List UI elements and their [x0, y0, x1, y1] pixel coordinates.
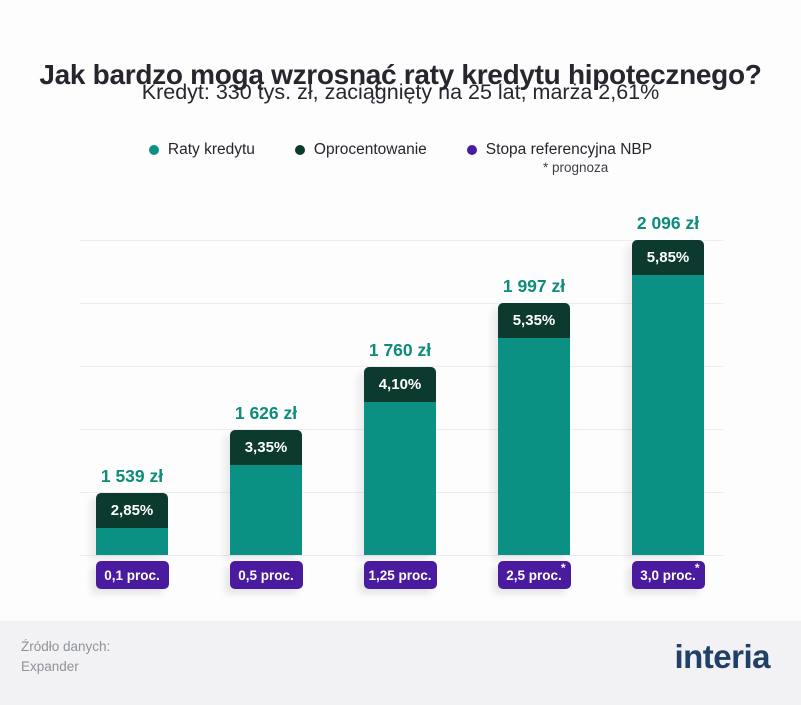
gridline — [80, 555, 723, 556]
bar: 5,85% — [632, 240, 704, 555]
legend-dot-icon — [466, 145, 477, 155]
bar-rate-label: 3,35% — [244, 439, 288, 456]
bar-rate-label: 5,85% — [646, 249, 690, 266]
bar-value-label: 1 539 zł — [100, 466, 164, 486]
data-source: Źródło danych: Expander — [21, 637, 110, 676]
bar: 3,35% — [230, 430, 302, 555]
bar-value-label: 2 096 zł — [636, 213, 700, 233]
bar-payment-segment — [498, 338, 570, 555]
nbp-rate-badge: 3,0 proc. * — [631, 561, 705, 589]
bar: 5,35% — [498, 303, 570, 555]
forecast-asterisk: * — [694, 561, 700, 575]
bar: 2,85% — [96, 493, 168, 555]
bar-rate-cap: 4,10% — [364, 367, 436, 402]
bar-payment-segment — [632, 275, 704, 555]
interia-logo: interia — [674, 638, 770, 675]
source-name: Expander — [21, 658, 79, 674]
forecast-asterisk: * — [560, 561, 566, 575]
gridline — [80, 240, 723, 241]
bar-rate-cap: 2,85% — [96, 493, 168, 528]
bar-rate-cap: 5,35% — [498, 303, 570, 338]
page-subtitle: Kredyt: 330 tys. zł, zaciągnięty na 25 l… — [141, 80, 660, 104]
bar-value-label: 1 760 zł — [368, 340, 432, 360]
legend-dot-icon — [294, 145, 305, 155]
source-label: Źródło danych: — [21, 639, 111, 654]
footer: Źródło danych: Expander interia — [0, 621, 801, 705]
bar-value-label: 1 626 zł — [234, 403, 298, 423]
nbp-rate-badge: 0,1 proc. — [95, 561, 169, 589]
nbp-rate-label: 1,25 proc. — [368, 567, 432, 583]
legend-item-label: Stopa referencyjna NBP — [485, 141, 653, 158]
legend: Raty kredytu Oprocentowanie Stopa referenc… — [0, 141, 801, 159]
legend-item: Oprocentowanie — [294, 141, 427, 159]
bar-rate-label: 2,85% — [110, 502, 154, 519]
nbp-rate-label: 3,0 proc. — [640, 567, 696, 583]
nbp-rate-badge: 2,5 proc. * — [497, 561, 571, 589]
legend-item-label: Oprocentowanie — [313, 141, 427, 158]
page-title: Jak bardzo mogą wzrosnąć raty kredytu hi… — [39, 58, 762, 90]
legend-item: Stopa referencyjna NBP — [466, 141, 653, 159]
bar-payment-segment — [364, 402, 436, 555]
legend-dot-icon — [148, 145, 159, 155]
bar-value-label: 1 997 zł — [502, 276, 566, 296]
legend-item: Raty kredytu — [148, 141, 255, 159]
nbp-rate-badge: 1,25 proc. — [363, 561, 437, 589]
nbp-rate-label: 0,1 proc. — [104, 567, 160, 583]
nbp-rate-label: 2,5 proc. — [506, 567, 562, 583]
bar-rate-cap: 5,85% — [632, 240, 704, 275]
legend-footnote: * prognoza — [543, 160, 609, 175]
bar-rate-label: 4,10% — [378, 376, 422, 393]
gridline — [80, 303, 723, 304]
gridline — [80, 366, 723, 367]
bar-rate-cap: 3,35% — [230, 430, 302, 465]
bar-rate-label: 5,35% — [512, 312, 556, 329]
bar-payment-segment — [230, 465, 302, 555]
legend-item-label: Raty kredytu — [167, 141, 255, 158]
nbp-rate-label: 0,5 proc. — [238, 567, 294, 583]
bar-payment-segment — [96, 528, 168, 555]
nbp-rate-badge: 0,5 proc. — [229, 561, 303, 589]
bar: 4,10% — [364, 367, 436, 555]
